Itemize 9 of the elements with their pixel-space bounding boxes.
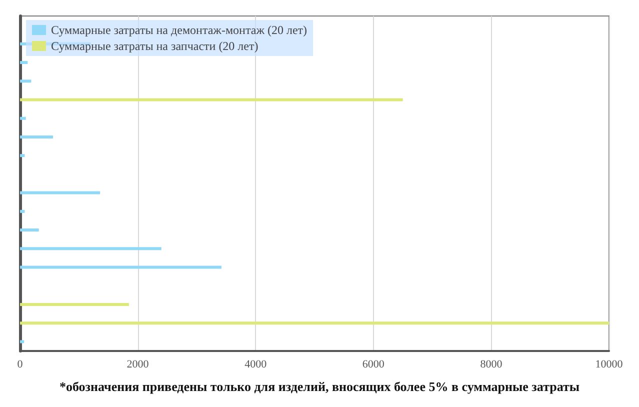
legend-label: Суммарные затраты на демонтаж-монтаж (20 лет) — [51, 23, 308, 37]
text: *обозначения приведены только для изделий, вносящих более 5% в суммарные затраты — [59, 379, 580, 394]
x-tick-label: 8000 — [480, 358, 503, 370]
x-tick-label: 0 — [17, 358, 24, 370]
x-tick-label: 10000 — [595, 358, 624, 370]
x-tick-label: 4000 — [244, 358, 268, 370]
legend-label: Суммарные затраты на запчасти (20 лет) — [51, 39, 258, 53]
x-tick-label: 6000 — [362, 358, 385, 370]
x-tick-label: 2000 — [126, 358, 150, 370]
